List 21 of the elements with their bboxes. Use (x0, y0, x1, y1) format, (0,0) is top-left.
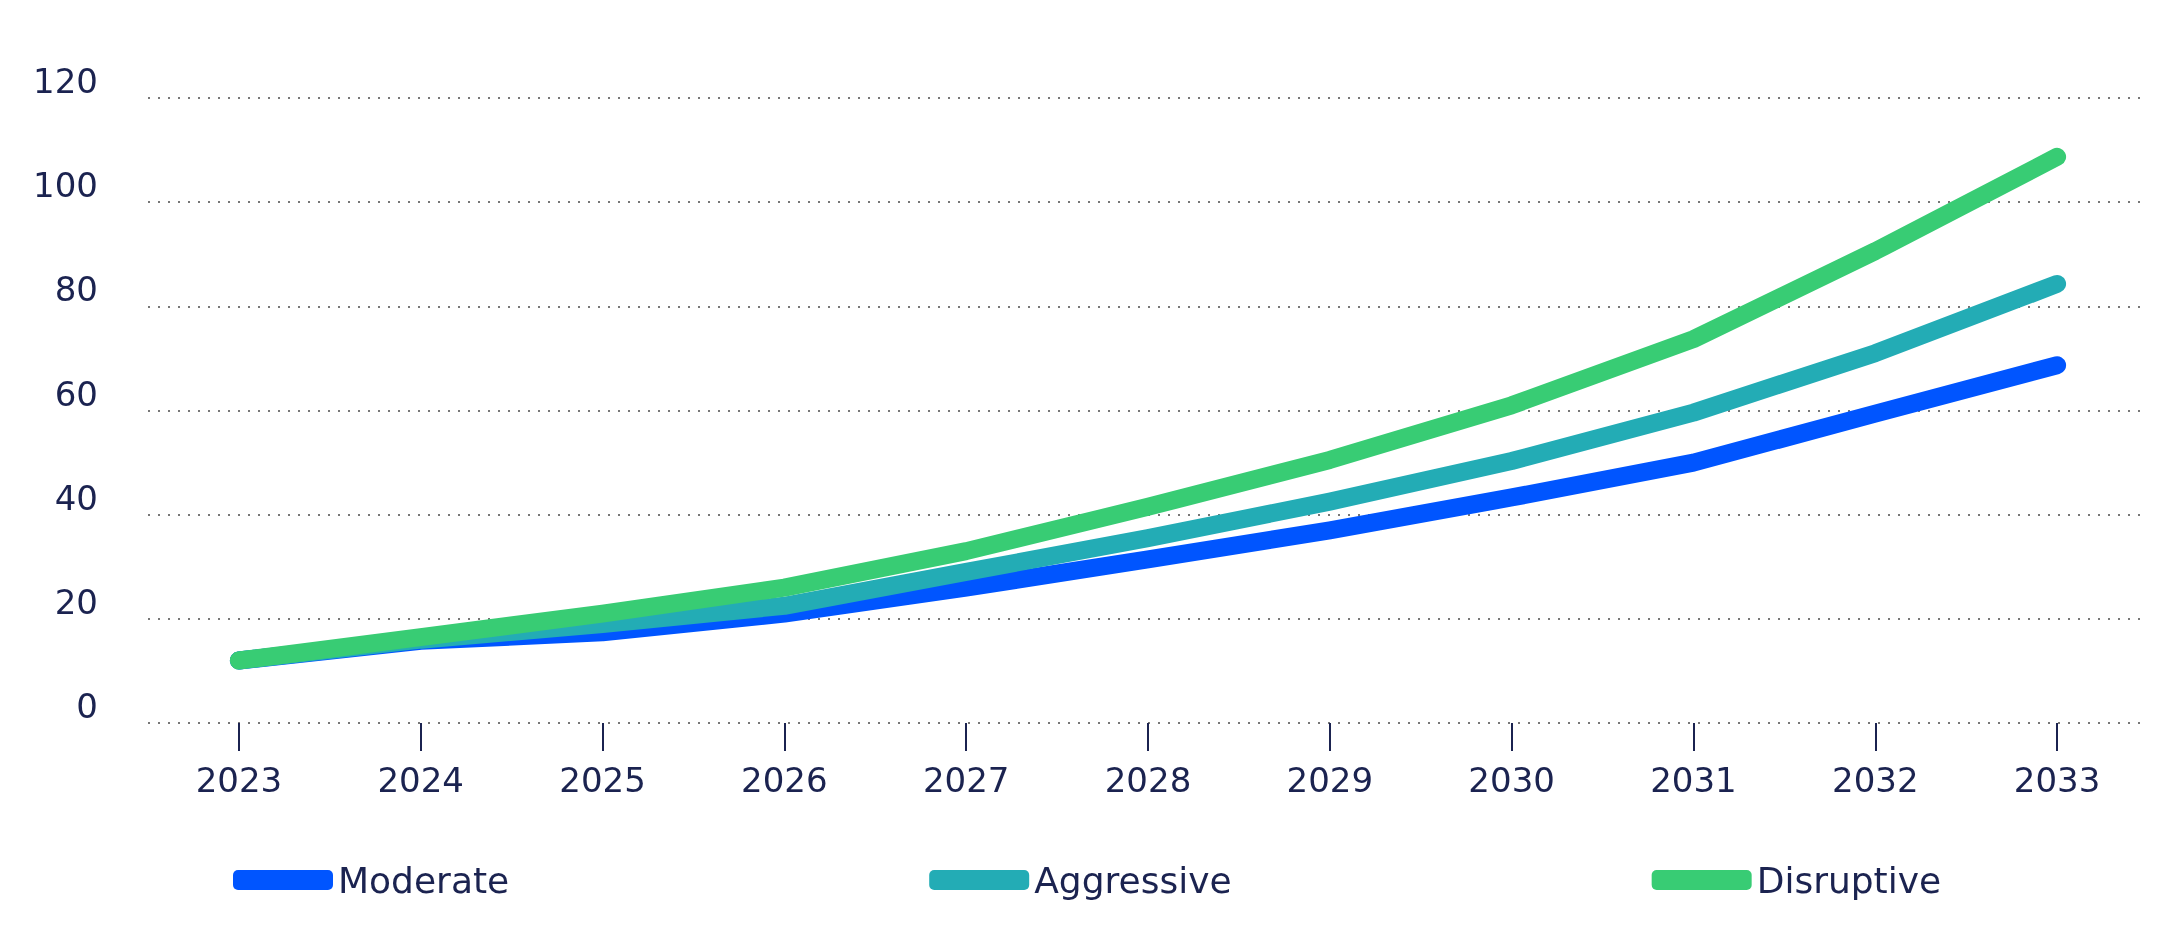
y-tick-label: 80 (54, 269, 98, 310)
legend-label: Moderate (338, 859, 510, 901)
x-tick-label: 2030 (1468, 760, 1555, 800)
x-tick-label: 2026 (741, 760, 828, 800)
y-tick-label: 120 (33, 61, 98, 101)
x-tick-label: 2029 (1286, 760, 1374, 800)
y-tick-label: 20 (54, 581, 98, 622)
x-tick-label: 2028 (1104, 760, 1192, 800)
x-tick-label: 2024 (377, 760, 464, 800)
y-tick-label: 40 (54, 477, 98, 518)
x-tick-label: 2027 (922, 760, 1010, 800)
x-tick-label: 2025 (559, 760, 646, 800)
legend-label: Disruptive (1756, 859, 1942, 901)
y-tick-label: 0 (76, 686, 98, 726)
x-tick-label: 2032 (1832, 760, 1919, 800)
x-tick-label: 2023 (195, 760, 283, 800)
legend-label: Aggressive (1034, 859, 1232, 901)
y-tick-label: 100 (33, 165, 98, 206)
x-tick-label: 2031 (1650, 760, 1737, 800)
y-tick-label: 60 (54, 373, 98, 414)
x-tick-label: 2033 (2013, 760, 2101, 800)
